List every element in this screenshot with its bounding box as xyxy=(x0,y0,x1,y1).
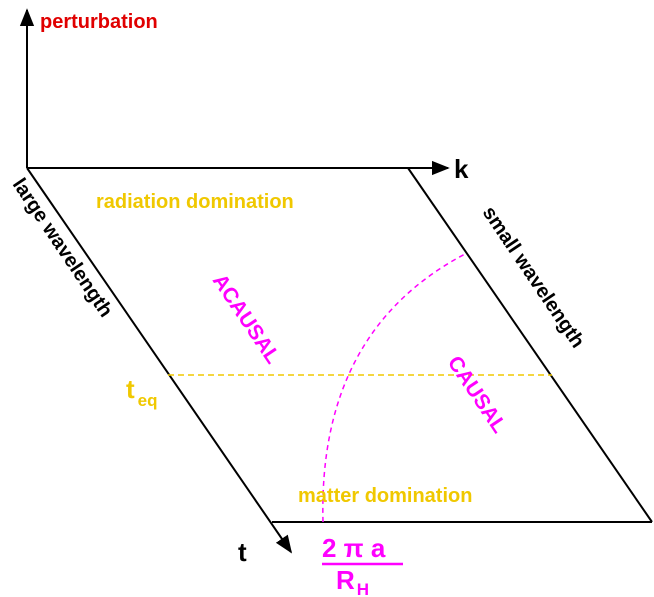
radiation-domination-label: radiation domination xyxy=(96,191,294,213)
matter-domination-label: matter domination xyxy=(298,485,472,507)
large-wavelength-edge xyxy=(26,167,293,554)
causal-label: CAUSAL xyxy=(443,352,511,438)
t-eq-label: t eq xyxy=(126,374,158,410)
perturbation-axis-label: perturbation xyxy=(40,11,158,33)
horizon-scale-numerator: 2 π a xyxy=(322,533,386,563)
t-axis-label: t xyxy=(238,537,247,567)
horizon-crossing-curve xyxy=(322,252,468,523)
small-wavelength-edge xyxy=(407,167,653,523)
k-axis-label: k xyxy=(454,154,469,184)
acausal-label: ACAUSAL xyxy=(208,270,285,368)
small-wavelength-label: small wavelength xyxy=(478,202,589,352)
